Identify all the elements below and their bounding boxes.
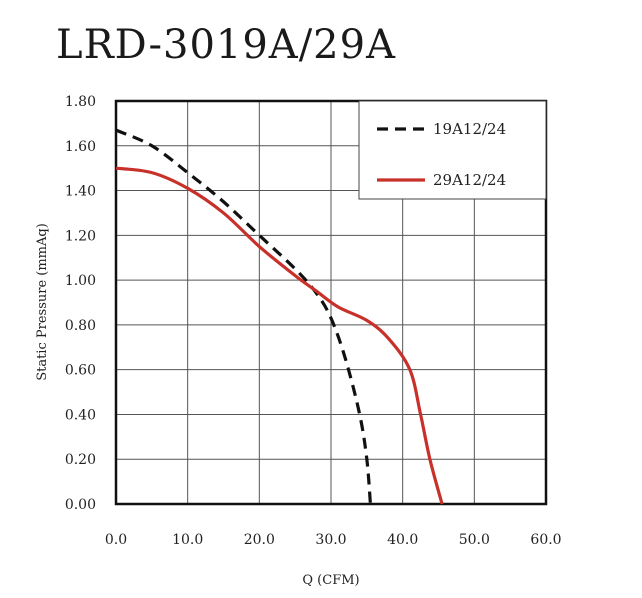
- x-tick-labels: 0.0 10.0 20.0 30.0 40.0 50.0 60.0: [105, 532, 562, 548]
- chart-title: LRD-3019A/29A: [56, 22, 396, 68]
- y-tick-3: 0.60: [65, 363, 96, 379]
- y-tick-7: 1.40: [65, 184, 96, 200]
- x-tick-4: 40.0: [387, 532, 418, 548]
- legend-label-29a: 29A12/24: [433, 171, 506, 189]
- legend: 19A12/24 29A12/24: [358, 100, 547, 200]
- series-lines: [115, 128, 444, 505]
- y-tick-8: 1.60: [65, 139, 96, 155]
- y-tick-5: 1.00: [65, 273, 96, 289]
- y-tick-2: 0.40: [65, 407, 96, 423]
- legend-box: [358, 100, 547, 200]
- series-line-1: [115, 166, 444, 505]
- x-tick-1: 10.0: [172, 532, 203, 548]
- x-tick-2: 20.0: [244, 532, 275, 548]
- series-line-0: [115, 128, 373, 505]
- y-tick-9: 1.80: [65, 94, 96, 110]
- y-tick-1: 0.20: [65, 452, 96, 468]
- y-tick-6: 1.20: [65, 228, 96, 244]
- plot-frame: [114, 99, 548, 506]
- x-tick-3: 30.0: [315, 532, 346, 548]
- y-tick-0: 0.00: [65, 497, 96, 513]
- legend-label-19a: 19A12/24: [433, 120, 506, 138]
- y-axis-label: Static Pressure (mmAq): [35, 223, 50, 381]
- x-axis-label: Q (CFM): [302, 573, 359, 588]
- x-tick-0: 0.0: [105, 532, 127, 548]
- x-tick-5: 50.0: [459, 532, 490, 548]
- y-tick-labels: 0.00 0.20 0.40 0.60 0.80 1.00 1.20 1.40 1.60 1.80: [65, 94, 96, 513]
- x-tick-6: 60.0: [530, 532, 561, 548]
- y-tick-4: 0.80: [65, 318, 96, 334]
